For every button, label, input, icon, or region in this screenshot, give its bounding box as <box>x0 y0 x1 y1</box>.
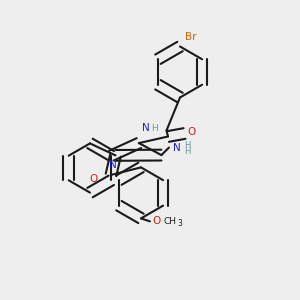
Text: H: H <box>184 141 190 150</box>
Text: H: H <box>151 124 158 133</box>
Text: Br: Br <box>184 32 196 42</box>
Text: N: N <box>109 160 117 170</box>
Text: O: O <box>188 127 196 137</box>
Text: CH: CH <box>164 217 176 226</box>
Text: O: O <box>89 174 98 184</box>
Text: H: H <box>184 147 190 156</box>
Text: 3: 3 <box>177 219 182 228</box>
Text: N: N <box>173 142 181 153</box>
Text: N: N <box>142 123 149 134</box>
Text: O: O <box>152 216 161 226</box>
